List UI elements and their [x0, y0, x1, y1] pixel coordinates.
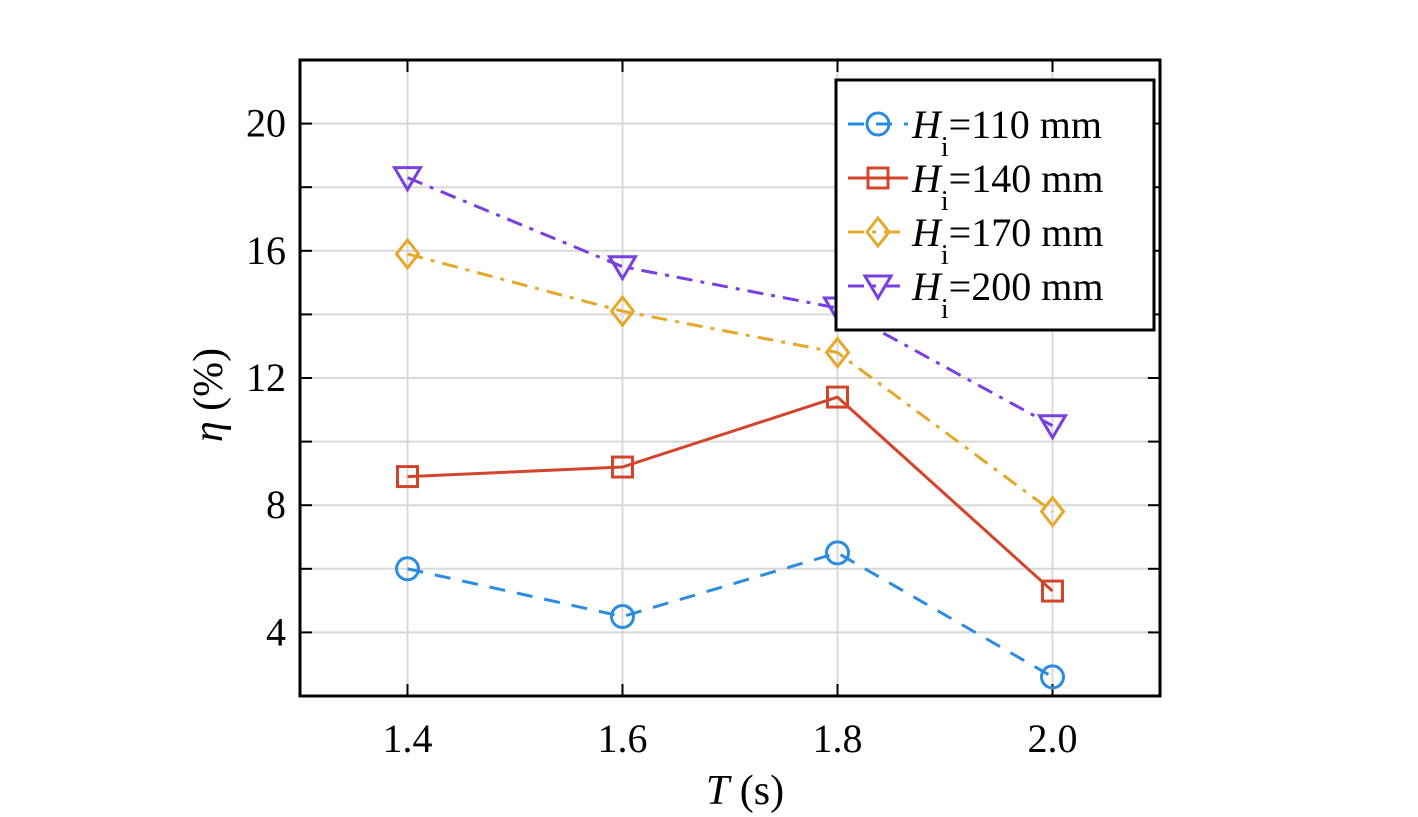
data-point	[396, 465, 419, 489]
data-point	[1036, 414, 1069, 441]
data-point	[609, 294, 636, 328]
x-tick-label: 1.6	[598, 716, 648, 761]
series-lines	[406, 176, 1054, 679]
data-point	[826, 385, 849, 409]
x-tick-label: 1.8	[813, 716, 863, 761]
legend-label-1: Hi=140 mm	[911, 156, 1103, 217]
data-point	[395, 556, 420, 582]
x-tick-label: 2.0	[1028, 716, 1078, 761]
series-line-0	[407, 551, 1054, 679]
legend-marker-2	[865, 215, 891, 249]
plot-frame	[298, 58, 1162, 698]
data-point	[606, 255, 639, 282]
series-line-3	[406, 176, 1054, 428]
legend-marker-3	[862, 274, 894, 301]
y-tick-label: 20	[246, 101, 286, 146]
y-tick-label: 4	[266, 609, 286, 654]
legend-label-2: Hi=170 mm	[911, 210, 1103, 271]
x-axis-label: T (s)	[706, 768, 784, 814]
data-point	[1040, 664, 1065, 690]
y-tick-label: 8	[266, 482, 286, 527]
data-point	[394, 237, 421, 271]
tick-labels: 1.4 1.6 1.8 2.0 4 8 12 16 20	[246, 101, 1078, 761]
y-axis-label: η (%)	[186, 348, 232, 442]
series-line-2	[407, 252, 1054, 513]
data-point	[611, 455, 634, 479]
data-point	[1041, 579, 1064, 603]
legend-marker-0	[865, 111, 891, 137]
data-point	[825, 540, 850, 566]
data-point	[824, 336, 851, 369]
legend-label-3: Hi=200 mm	[911, 264, 1103, 325]
data-point	[610, 604, 635, 629]
x-tick-label: 1.4	[383, 716, 433, 761]
legend-marker-1	[866, 166, 890, 190]
series-line-1	[407, 395, 1054, 593]
data-point	[391, 166, 424, 193]
y-tick-label: 12	[246, 355, 286, 400]
legend-label-0: Hi=110 mm	[911, 102, 1102, 163]
data-point	[1039, 495, 1066, 528]
y-tick-label: 16	[246, 228, 286, 273]
